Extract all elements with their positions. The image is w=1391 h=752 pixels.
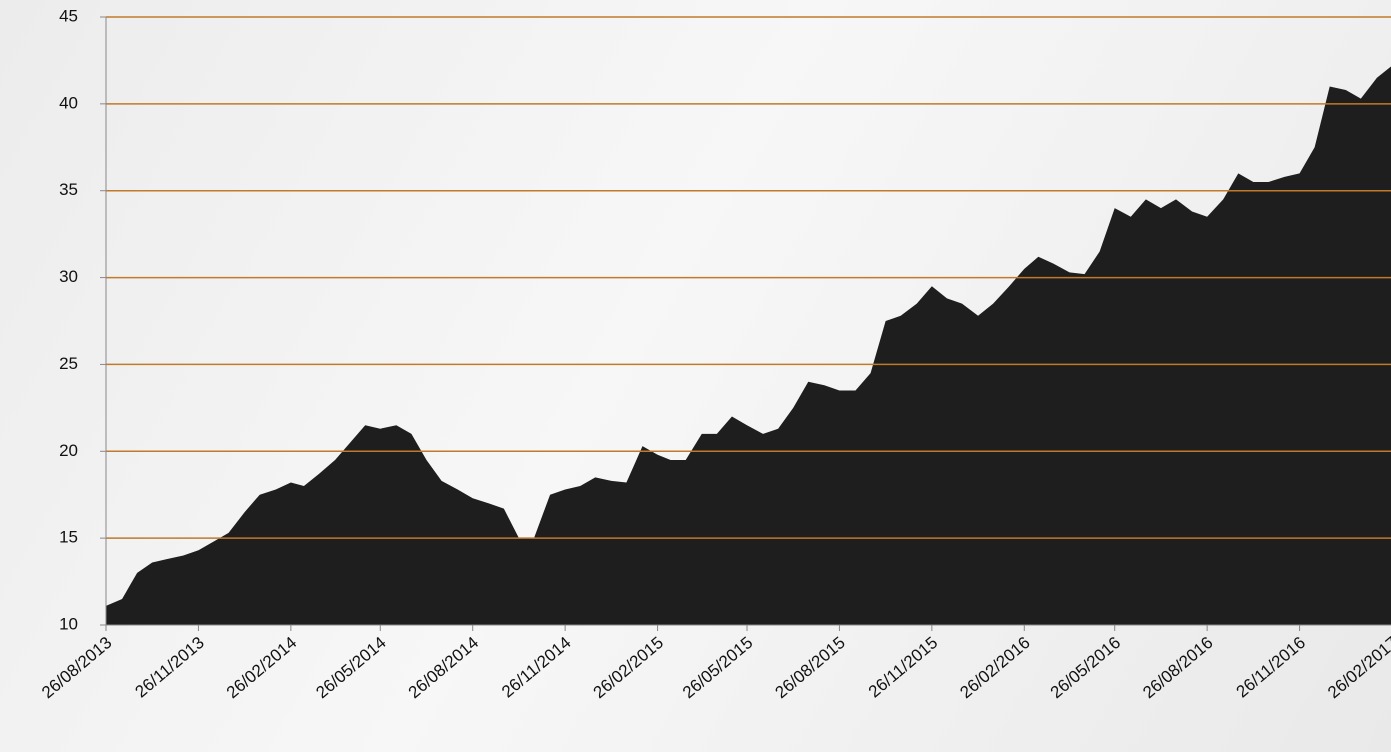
x-tick-label: 26/02/2015 bbox=[590, 633, 667, 702]
y-tick-label: 20 bbox=[59, 441, 78, 460]
y-tick-label: 30 bbox=[59, 267, 78, 286]
y-tick-label: 45 bbox=[59, 6, 78, 25]
x-tick-label: 26/08/2016 bbox=[1139, 633, 1216, 702]
x-tick-label: 26/02/2016 bbox=[956, 633, 1033, 702]
y-tick-label: 35 bbox=[59, 180, 78, 199]
x-tick-label: 26/02/2014 bbox=[223, 633, 300, 702]
x-tick-label: 26/11/2016 bbox=[1233, 633, 1309, 701]
x-tick-label: 26/05/2014 bbox=[312, 633, 389, 702]
y-tick-label: 15 bbox=[59, 528, 78, 547]
y-tick-label: 25 bbox=[59, 354, 78, 373]
y-tick-label: 40 bbox=[59, 93, 78, 112]
x-tick-label: 26/11/2015 bbox=[865, 633, 941, 701]
area bbox=[106, 66, 1391, 625]
x-tick-label: 26/05/2015 bbox=[679, 633, 756, 702]
x-tick-label: 26/08/2015 bbox=[771, 633, 848, 702]
x-tick-label: 26/11/2014 bbox=[498, 633, 574, 701]
x-tick-label: 26/08/2014 bbox=[405, 633, 482, 702]
x-tick-label: 26/08/2013 bbox=[38, 633, 115, 702]
y-tick-label: 10 bbox=[59, 614, 78, 633]
x-tick-label: 26/05/2016 bbox=[1047, 633, 1124, 702]
x-tick-label: 26/11/2013 bbox=[131, 633, 207, 701]
x-tick-label: 26/02/2017 bbox=[1324, 633, 1391, 702]
